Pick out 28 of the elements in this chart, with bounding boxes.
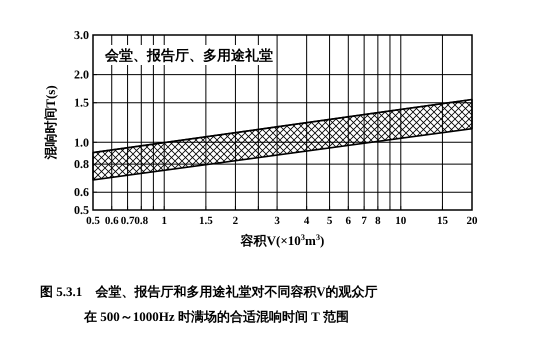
x-tick-label: 0.6 bbox=[104, 215, 120, 227]
y-tick-label: 0.6 bbox=[74, 185, 89, 200]
y-axis-title: 混响时间T(s) bbox=[43, 85, 58, 161]
x-tick-label: 1.5 bbox=[199, 215, 214, 227]
x-tick-label: 6 bbox=[346, 215, 352, 227]
x-tick-label: 4 bbox=[304, 215, 310, 227]
x-tick-label: 10 bbox=[395, 215, 407, 227]
x-tick-label: 0.7 bbox=[120, 215, 135, 227]
y-tick-label: 0.8 bbox=[74, 157, 89, 172]
x-tick-label: 20 bbox=[466, 215, 478, 227]
x-tick-label: 2 bbox=[232, 215, 239, 227]
y-tick-label: 3.0 bbox=[74, 28, 89, 42]
x-axis-title: 容积V(×10$^{3}$m$^{3}$) bbox=[240, 232, 324, 248]
x-tick-label: 0.5 bbox=[86, 215, 100, 227]
x-tick-label: 1 bbox=[161, 215, 167, 227]
x-tick-label: 7 bbox=[361, 215, 368, 227]
x-tick-label: 8 bbox=[375, 215, 382, 227]
text: 图 5.3.1 会堂、报告厅和多用途礼堂对不同容积V的观众厅 bbox=[40, 284, 378, 299]
x-tick-label: 0.8 bbox=[134, 215, 149, 227]
text: 在 500～1000Hz 时满场的合适混响时间 T 范围 bbox=[83, 309, 349, 324]
y-tick-label: 1.5 bbox=[74, 96, 89, 110]
x-tick-label: 5 bbox=[326, 215, 333, 227]
y-tick-label: 1.0 bbox=[74, 135, 89, 150]
y-tick-label: 0.5 bbox=[74, 203, 89, 217]
x-tick-label: 15 bbox=[436, 215, 448, 227]
y-tick-label: 2.0 bbox=[74, 68, 89, 82]
x-tick-label: 3 bbox=[274, 215, 280, 227]
annotation: 会堂、报告厅、多用途礼堂 bbox=[104, 47, 273, 64]
